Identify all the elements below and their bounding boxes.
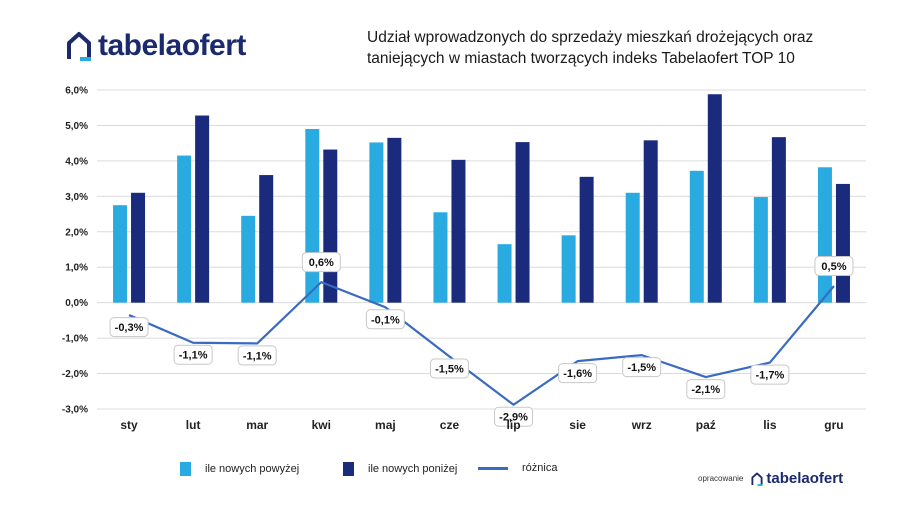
x-tick-label: mar (246, 418, 268, 432)
credit: opracowanie tabelaofert (698, 470, 843, 487)
legend-swatch-above (180, 462, 191, 476)
data-label: -2,9% (499, 412, 528, 424)
legend-label-above: ile nowych powyżej (205, 463, 300, 475)
data-label-box (237, 345, 277, 366)
legend-item-above: ile nowych powyżej (180, 462, 299, 476)
diff-line-group (128, 281, 835, 406)
y-tick-label: 6,0% (65, 86, 88, 97)
data-label-box (750, 364, 790, 385)
bar-below (643, 140, 658, 303)
chart-title-line-1: Udział wprowadzonych do sprzedaży mieszk… (367, 29, 814, 46)
legend-item-diff: różnica (478, 462, 557, 474)
x-axis-ticks: sty lut mar kwi maj cze lip sie wrz paź lis gru (120, 418, 843, 432)
bar-below (387, 137, 402, 303)
x-tick-label: maj (375, 418, 396, 432)
bar-above (497, 244, 512, 303)
data-label-box (109, 317, 149, 338)
x-tick-label: wrz (631, 418, 652, 432)
bar-above (689, 170, 704, 303)
legend-swatch-below (343, 462, 354, 476)
y-tick-label: 2,0% (65, 227, 88, 238)
data-label-box (173, 344, 213, 365)
bar-below (515, 142, 530, 303)
y-tick-label: -1,0% (62, 334, 88, 345)
data-label-box (814, 256, 854, 277)
data-label-box (365, 309, 405, 330)
x-tick-label: lis (763, 418, 777, 432)
y-axis-ticks: 6,0% 5,0% 4,0% 3,0% 2,0% 1,0% 0,0% -1,0% -2,0% -3… (62, 86, 88, 416)
house-icon (751, 472, 763, 486)
x-tick-label: sty (120, 418, 138, 432)
chart-title: Udział wprowadzonych do sprzedaży mieszk… (367, 27, 867, 69)
credit-logo-text: tabelaofert (766, 470, 844, 487)
data-label-box (301, 252, 341, 273)
bar-above (305, 128, 320, 303)
data-label-box (622, 357, 662, 378)
x-tick-label: lut (186, 418, 201, 432)
bar-above (177, 155, 192, 303)
bar-above (369, 142, 384, 303)
data-label-box (494, 406, 534, 427)
bar-above (625, 192, 640, 303)
bar-below (259, 175, 274, 303)
bar-below (131, 192, 146, 303)
chart-title-line-2: taniejących w miastach tworzących indeks… (367, 50, 795, 67)
legend-item-below: ile nowych poniżej (343, 462, 457, 476)
data-label: -1,6% (563, 368, 592, 380)
data-label-box (558, 363, 598, 384)
data-labels: -0,3% -1,1% -1,1% 0,6% -0,1% -1,5% -2,9% -1,6% -… (109, 252, 854, 427)
legend-label-diff: różnica (522, 462, 558, 474)
bar-above (753, 197, 768, 303)
y-tick-label: -2,0% (62, 369, 88, 380)
data-label: -1,1% (243, 350, 272, 362)
bar-below (195, 115, 210, 303)
data-label-box (686, 379, 726, 400)
bar-below (707, 94, 722, 303)
bar-above (817, 167, 832, 303)
bar-below (451, 159, 466, 303)
data-label: -0,1% (371, 314, 400, 326)
brand-logo: tabelaofert (66, 28, 246, 64)
data-label: -0,3% (115, 322, 144, 334)
bar-below (835, 183, 850, 303)
y-tick-label: 4,0% (65, 156, 88, 167)
bar-below (771, 137, 786, 303)
legend: ile nowych powyżej ile nowych poniżej ró… (0, 462, 920, 484)
legend-label-below: ile nowych poniżej (368, 463, 458, 475)
bar-above (113, 205, 128, 303)
y-tick-label: -3,0% (62, 405, 88, 416)
data-label: -1,7% (756, 370, 785, 382)
x-tick-label: kwi (312, 418, 331, 432)
x-tick-label: paź (696, 418, 716, 432)
y-tick-label: 1,0% (65, 263, 88, 274)
bar-above (561, 235, 576, 303)
y-tick-label: 0,0% (65, 298, 88, 309)
data-label: -2,1% (691, 384, 720, 396)
data-label: -1,5% (627, 362, 656, 374)
x-tick-label: cze (440, 418, 460, 432)
brand-logo-text: tabelaofert (98, 29, 246, 62)
x-tick-label: gru (824, 418, 843, 432)
data-label: 0,5% (821, 261, 846, 273)
credit-prefix: opracowanie (698, 474, 744, 483)
x-tick-label: sie (569, 418, 586, 432)
y-tick-label: 5,0% (65, 121, 88, 132)
data-label: -1,5% (435, 364, 464, 376)
bar-above (241, 215, 256, 303)
house-icon (67, 32, 91, 61)
data-label: 0,6% (309, 257, 334, 269)
bar-above (433, 212, 448, 303)
grid-lines (97, 89, 866, 410)
bar-below (323, 149, 338, 303)
bar-below (579, 176, 594, 303)
bars (113, 94, 850, 303)
diff-line (128, 281, 835, 406)
data-label: -1,1% (179, 350, 208, 362)
data-label-box (429, 358, 469, 379)
legend-swatch-diff (478, 466, 508, 470)
x-tick-label: lip (507, 418, 521, 432)
y-tick-label: 3,0% (65, 192, 88, 203)
